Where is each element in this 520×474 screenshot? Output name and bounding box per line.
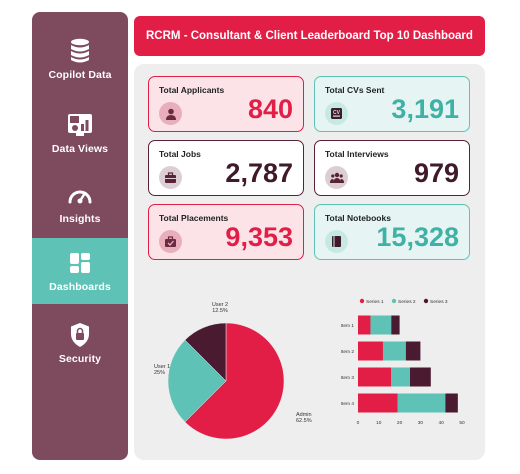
kpi-card-total-placements[interactable]: Total Placements 9,353 xyxy=(148,204,304,260)
kpi-value: 9,353 xyxy=(225,222,293,252)
pie-value-label: 25% xyxy=(154,370,165,376)
pie-label: User 2 xyxy=(212,302,228,308)
kpi-title: Total Jobs xyxy=(159,149,201,159)
pie-slice-user-1 xyxy=(167,339,227,423)
kpi-title: Total Placements xyxy=(159,213,229,223)
bar-segment xyxy=(391,315,400,335)
bar-segment xyxy=(358,367,392,387)
legend-marker xyxy=(391,298,397,304)
kpi-value: 2,787 xyxy=(225,158,293,188)
category-label: Item 2 xyxy=(341,349,355,355)
person-icon xyxy=(159,102,182,125)
pie-value-label: 62.5% xyxy=(296,418,312,424)
bar-segment xyxy=(358,393,398,413)
sidebar-item-label: Data Views xyxy=(51,142,109,155)
x-tick-label: 50 xyxy=(459,420,465,424)
sidebar-item-insights[interactable]: Insights xyxy=(32,170,128,236)
category-label: Item 3 xyxy=(341,375,355,381)
pie-slice-user-2 xyxy=(184,322,227,382)
kpi-value: 840 xyxy=(247,94,293,124)
database-icon xyxy=(67,38,93,64)
kpi-value: 979 xyxy=(413,158,459,188)
notebook-icon xyxy=(325,230,348,253)
legend-marker xyxy=(423,298,429,304)
sidebar-item-copilot-data[interactable]: Copilot Data xyxy=(32,26,128,92)
bar-segment xyxy=(410,367,431,387)
bar-segment xyxy=(370,315,392,335)
x-tick-label: 0 xyxy=(357,420,360,424)
x-tick-label: 30 xyxy=(418,420,424,424)
placement-icon xyxy=(159,230,182,253)
pie-chart: Admin 62.5% User 1 25% User 2 12.5% xyxy=(146,296,316,446)
briefcase-icon xyxy=(159,166,182,189)
pie-label: Admin xyxy=(296,412,312,418)
kpi-card-total-jobs[interactable]: Total Jobs 2,787 xyxy=(148,140,304,196)
legend-label: Series 3 xyxy=(430,299,448,305)
sidebar-item-dashboards[interactable]: Dashboards xyxy=(32,238,128,304)
svg-text:CV: CV xyxy=(333,110,341,116)
kpi-card-total-cvs-sent[interactable]: Total CVs Sent CV 3,191 xyxy=(314,76,470,132)
lock-shield-icon xyxy=(67,322,93,348)
kpi-value: 15,328 xyxy=(376,222,459,252)
kpi-title: Total Interviews xyxy=(325,149,389,159)
dashboard-grid-icon xyxy=(67,250,93,276)
kpi-card-total-applicants[interactable]: Total Applicants 840 xyxy=(148,76,304,132)
bar-segment xyxy=(358,341,383,361)
cv-icon: CV xyxy=(325,102,348,125)
pie-slice-admin xyxy=(184,322,285,440)
pie-value-label: 12.5% xyxy=(212,308,228,314)
people-group-icon xyxy=(325,166,348,189)
kpi-value: 3,191 xyxy=(391,94,459,124)
page-title: RCRM - Consultant & Client Leaderboard T… xyxy=(146,30,473,42)
sidebar-item-label: Copilot Data xyxy=(48,68,112,81)
sidebar-item-label: Insights xyxy=(59,212,101,225)
x-tick-label: 40 xyxy=(439,420,445,424)
kpi-title: Total Notebooks xyxy=(325,213,391,223)
pie-label: User 1 xyxy=(154,364,170,370)
dashboard-panel: Total Applicants 840 Total CVs Sent CV 3… xyxy=(134,64,485,460)
x-tick-label: 10 xyxy=(376,420,382,424)
kpi-card-total-notebooks[interactable]: Total Notebooks 15,328 xyxy=(314,204,470,260)
bar-segment xyxy=(391,367,410,387)
sidebar-item-label: Security xyxy=(58,352,102,365)
bar-segment xyxy=(397,393,446,413)
bar-segment xyxy=(382,341,406,361)
kpi-title: Total Applicants xyxy=(159,85,225,95)
sidebar: Copilot Data Data Views Insights xyxy=(32,12,128,460)
sidebar-item-label: Dashboards xyxy=(49,280,111,293)
legend-label: Series 2 xyxy=(398,299,416,305)
dashboard-header: RCRM - Consultant & Client Leaderboard T… xyxy=(134,16,485,56)
bar-segment xyxy=(358,315,371,335)
stacked-bar-chart: Series 1 Series 2 Series 3 Item 1 Item 2 Item… xyxy=(336,294,476,426)
category-label: Item 1 xyxy=(341,323,355,329)
bar-segment xyxy=(405,341,421,361)
sidebar-item-security[interactable]: Security xyxy=(32,310,128,376)
sidebar-item-data-views[interactable]: Data Views xyxy=(32,100,128,166)
legend-label: Series 1 xyxy=(366,299,384,305)
kpi-title: Total CVs Sent xyxy=(325,85,385,95)
data-view-icon xyxy=(67,112,93,138)
legend-marker xyxy=(359,298,365,304)
gauge-icon xyxy=(67,182,93,208)
category-label: Item 4 xyxy=(341,401,355,407)
kpi-card-total-interviews[interactable]: Total Interviews 979 xyxy=(314,140,470,196)
bar-segment xyxy=(445,393,458,413)
x-tick-label: 20 xyxy=(397,420,403,424)
